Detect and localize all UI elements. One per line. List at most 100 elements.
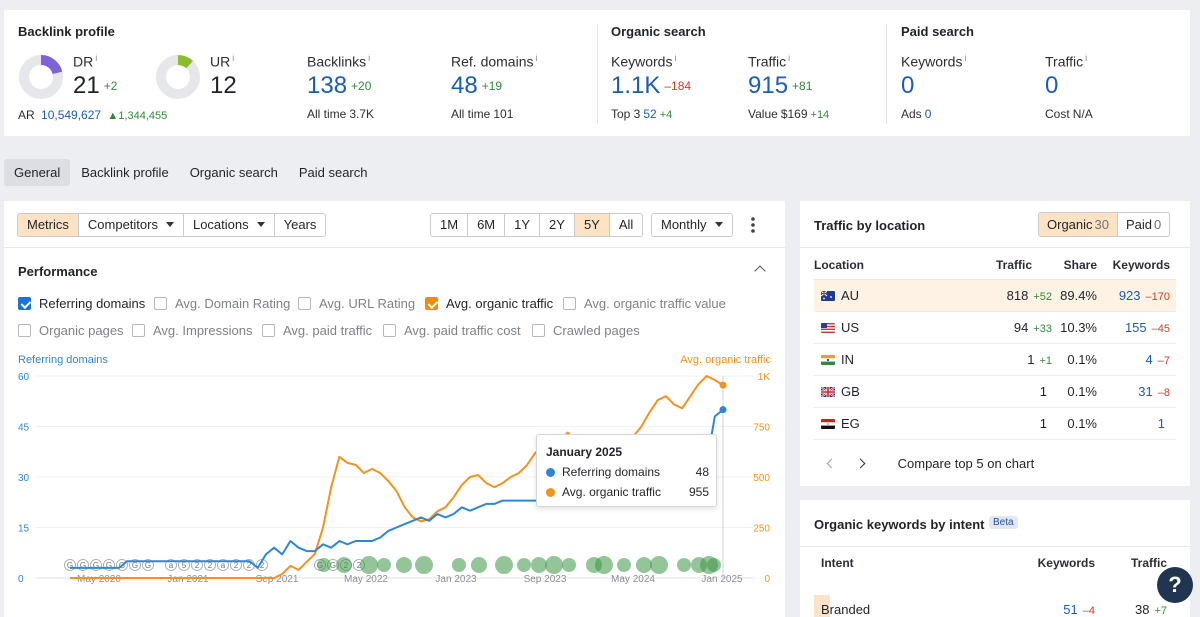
intent-keywords-value[interactable]: 51 (1063, 602, 1078, 617)
annotation-marker-label: G (132, 561, 138, 570)
left-axis-tick-label: 45 (18, 423, 30, 434)
organic-traffic-info-icon[interactable]: i (788, 53, 791, 63)
location-row-in[interactable]: IN 1 +1 0.1% 4 –7 (814, 344, 1176, 376)
keywords-delta: –8 (1157, 387, 1170, 399)
checkbox-avg-url-rating[interactable]: Avg. URL Rating (298, 296, 415, 312)
intent-keywords-cell: 51 –4 (1063, 602, 1095, 617)
organic-paid-toggle: Organic 30 Paid 0 (1038, 212, 1171, 237)
compare-top5-link[interactable]: Compare top 5 on chart (897, 456, 1035, 471)
checkbox-referring-domains[interactable]: Referring domains (18, 296, 145, 312)
chevron-left-icon[interactable] (826, 458, 837, 469)
backlink-profile-title: Backlink profile (18, 24, 115, 39)
intent-keywords-delta: –4 (1082, 605, 1095, 617)
annotation-marker-label: 2 (357, 561, 362, 570)
dr-metric: DR i 21 +2 (73, 53, 117, 100)
metrics-button[interactable]: Metrics (18, 214, 79, 236)
ref-domains-value[interactable]: 48 (451, 71, 478, 99)
traffic-value: 1 (1039, 384, 1047, 399)
ref-domains-info-icon[interactable]: i (535, 53, 538, 63)
range-2y-button[interactable]: 2Y (540, 214, 575, 236)
competitors-dropdown[interactable]: Competitors (78, 214, 184, 236)
checkbox-avg-organic-traffic-value[interactable]: Avg. organic traffic value (563, 296, 726, 312)
location-row-us[interactable]: US 94 +33 10.3% 155 –45 (814, 312, 1176, 344)
dr-info-icon[interactable]: i (95, 53, 98, 63)
paid-traffic-info-icon[interactable]: i (1085, 53, 1088, 63)
paid-keywords-value[interactable]: 0 (901, 71, 915, 99)
left-axis-tick-label: 0 (18, 574, 24, 585)
years-button[interactable]: Years (274, 214, 326, 236)
ur-info-icon[interactable]: i (232, 53, 235, 63)
location-row-eg[interactable]: EG 1 0.1% 1 (814, 408, 1176, 440)
annotation-marker-label: G (93, 561, 99, 570)
series-dot-icon (546, 488, 555, 497)
organic-toggle-button[interactable]: Organic 30 (1039, 213, 1118, 236)
x-axis-tick-label: May 2020 (77, 574, 121, 585)
keywords-value[interactable]: 4 (1145, 352, 1153, 367)
location-row-au[interactable]: AU 818 +52 89.4% 923 –170 (814, 280, 1176, 312)
organic-keywords-label: Keywords (611, 53, 673, 70)
divider (886, 24, 887, 124)
locations-label: Locations (192, 217, 249, 232)
checkbox-icon (154, 297, 167, 310)
range-1y-button[interactable]: 1Y (505, 214, 541, 236)
chevron-right-icon[interactable] (855, 458, 866, 469)
chevron-down-icon (165, 222, 174, 227)
tab-paid-search[interactable]: Paid search (298, 165, 368, 180)
range-1m-button[interactable]: 1M (431, 214, 469, 236)
intent-traffic-column-header[interactable]: Traffic (1130, 556, 1167, 570)
ranking-update-bubble (545, 556, 563, 574)
organic-keywords-info-icon[interactable]: i (674, 53, 677, 63)
backlinks-info-icon[interactable]: i (368, 53, 371, 63)
organic-traffic-value[interactable]: 915 (748, 71, 789, 99)
ar-label: AR (18, 108, 35, 122)
range-6m-button[interactable]: 6M (468, 214, 506, 236)
collapse-chevron-icon[interactable] (754, 265, 766, 277)
checkbox-avg-paid-traffic-cost[interactable]: Avg. paid traffic cost (383, 323, 521, 339)
india-flag-icon (821, 355, 835, 365)
organic-toggle-label: Organic (1047, 217, 1093, 232)
backlinks-value[interactable]: 138 (307, 71, 348, 99)
annotation-marker-label: 2 (260, 561, 265, 570)
tab-general[interactable]: General (4, 159, 71, 186)
organic-keywords-value[interactable]: 1.1K (611, 71, 661, 99)
keywords-value[interactable]: 1 (1157, 416, 1165, 431)
tab-organic-search[interactable]: Organic search (189, 165, 278, 180)
help-button[interactable]: ? (1157, 567, 1193, 603)
keywords-column-header[interactable]: Keywords (1112, 258, 1170, 272)
annotation-marker (178, 559, 190, 571)
tab-backlink-profile[interactable]: Backlink profile (81, 165, 169, 180)
paid-keywords-info-icon[interactable]: i (964, 53, 967, 63)
performance-chart[interactable]: 60 1K 45 750 30 500 15 250 0 0 May 2020 Jan 2021 Sep… (4, 366, 785, 591)
keywords-value[interactable]: 31 (1138, 384, 1153, 399)
range-5y-button[interactable]: 5Y (574, 214, 610, 236)
checkbox-avg-impressions[interactable]: Avg. Impressions (132, 323, 252, 339)
paid-toggle-button[interactable]: Paid 0 (1118, 213, 1169, 236)
keywords-value[interactable]: 155 (1124, 320, 1147, 335)
ref-domains-alltime-label: All time (451, 106, 491, 121)
traffic-value: 818 (1006, 288, 1029, 303)
annotation-marker-label: G (80, 561, 86, 570)
checkbox-avg-domain-rating[interactable]: Avg. Domain Rating (154, 296, 290, 312)
range-all-button[interactable]: All (609, 214, 643, 236)
checkbox-crawled-pages[interactable]: Crawled pages (532, 323, 640, 339)
ads-value[interactable]: 0 (924, 106, 932, 121)
country-code: US (841, 320, 860, 335)
paid-traffic-value[interactable]: 0 (1045, 71, 1059, 99)
checkbox-avg-organic-traffic[interactable]: Avg. organic traffic (425, 296, 553, 312)
more-options-icon[interactable] (750, 216, 756, 234)
checkbox-organic-pages[interactable]: Organic pages (18, 323, 124, 339)
top3-value[interactable]: 52 (643, 106, 657, 121)
traffic-column-header[interactable]: Traffic (995, 258, 1032, 272)
location-row-gb[interactable]: GB 1 0.1% 31 –8 (814, 376, 1176, 408)
backlinks-alltime-label: All time (307, 106, 347, 121)
keywords-value[interactable]: 923 (1118, 288, 1141, 303)
interval-dropdown[interactable]: Monthly (651, 213, 733, 237)
annotation-marker (230, 559, 242, 571)
locations-dropdown[interactable]: Locations (183, 214, 275, 236)
share-column-header[interactable]: Share (1063, 258, 1097, 272)
checkbox-avg-paid-traffic[interactable]: Avg. paid traffic (262, 323, 372, 339)
annotation-marker-label: 2 (208, 561, 213, 570)
ar-value[interactable]: 10,549,627 (41, 108, 102, 122)
annotation-marker (165, 559, 177, 571)
intent-keywords-column-header[interactable]: Keywords (1037, 556, 1095, 570)
